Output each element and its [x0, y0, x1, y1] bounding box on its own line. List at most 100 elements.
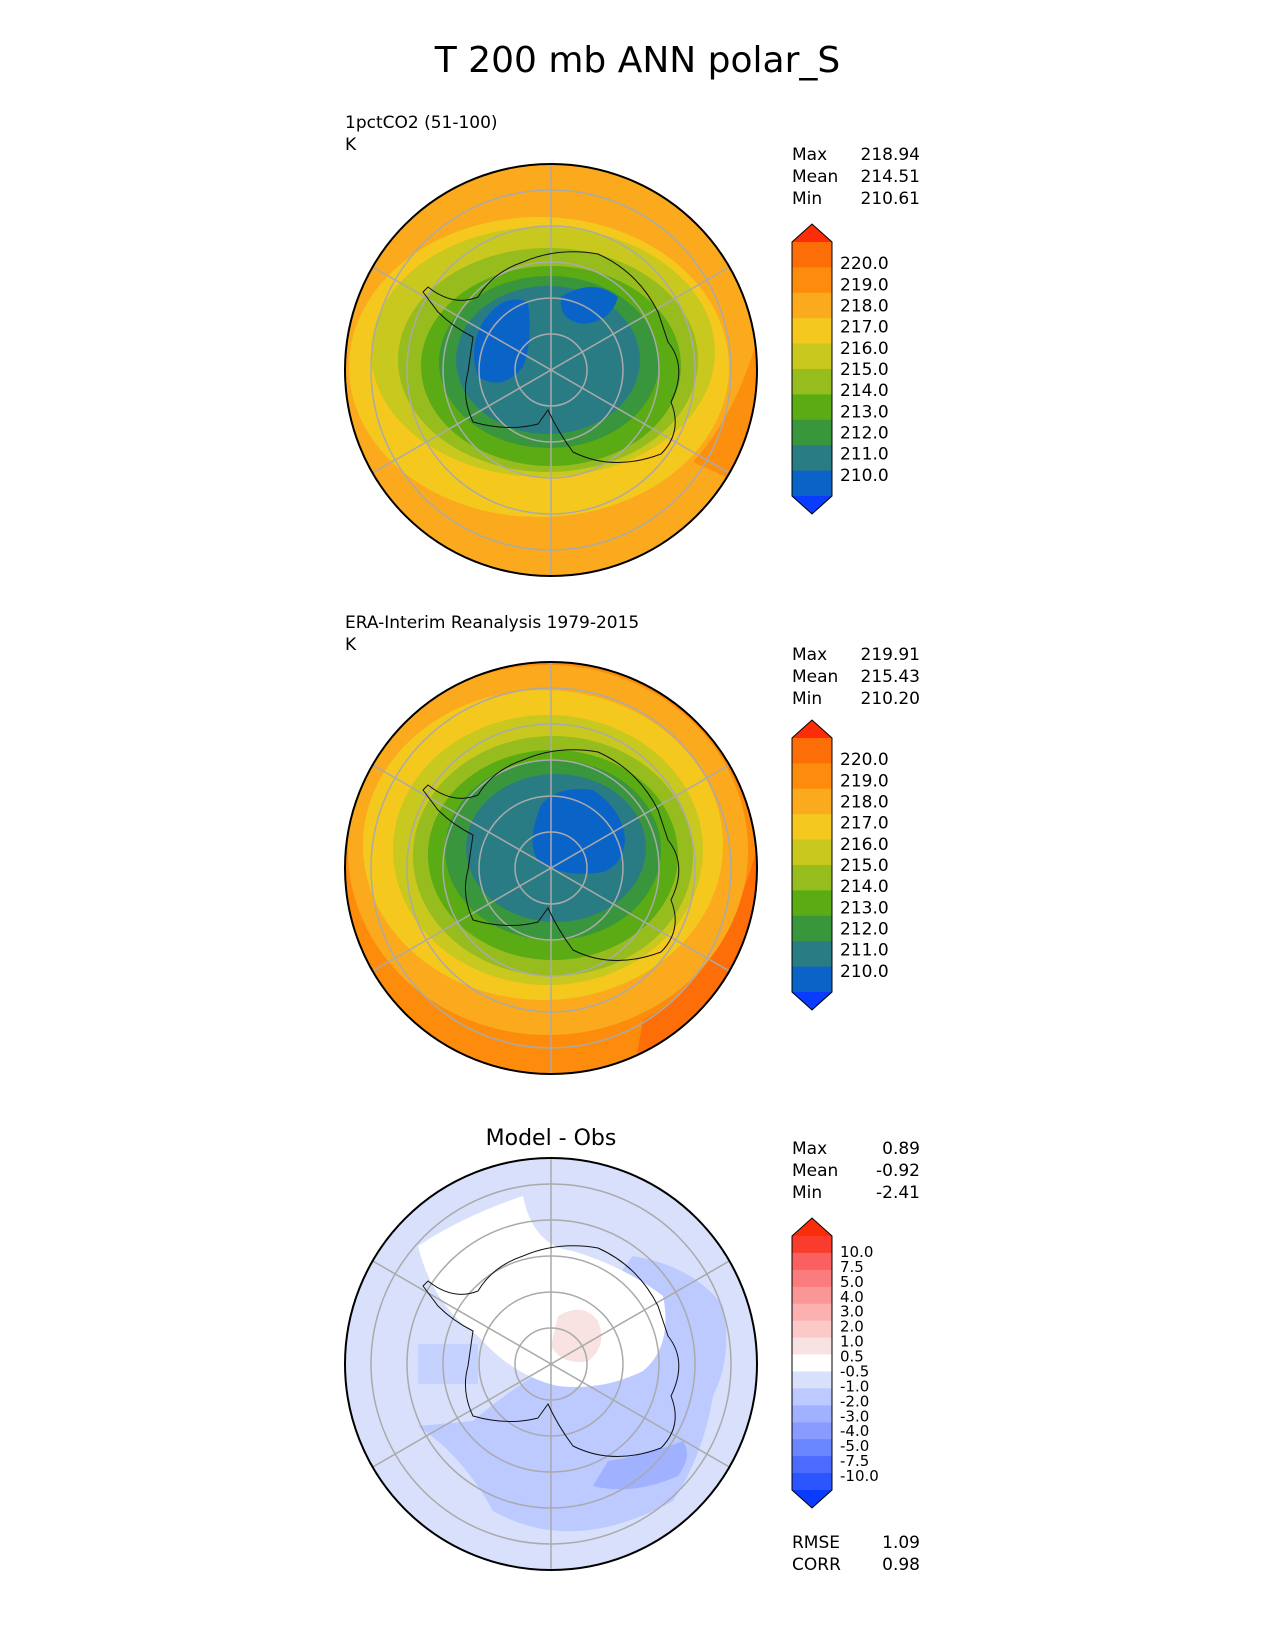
stat-label: Min — [792, 189, 823, 209]
colorbar-tick-label: 216.0 — [840, 835, 889, 855]
map-test — [344, 163, 758, 577]
colorbar-segment — [792, 1405, 832, 1423]
colorbar-segment — [792, 470, 832, 497]
colorbar-tick-label: 220.0 — [840, 254, 889, 274]
colorbar-tick-label: 210.0 — [840, 466, 889, 486]
stat-value: -2.41 — [876, 1183, 920, 1203]
colorbar-tick-label: 211.0 — [840, 941, 889, 961]
colorbar-tick-label: 7.5 — [840, 1258, 864, 1276]
colorbar-difference: 10.07.55.04.03.02.01.00.5-0.5-1.0-2.0-3.… — [791, 1217, 879, 1509]
colorbar-segment — [792, 966, 832, 993]
stat-label: Mean — [792, 667, 839, 687]
antarctica-coastline — [422, 251, 680, 463]
colorbar-extension-max — [792, 224, 832, 242]
stat-label: Min — [792, 689, 823, 709]
colorbar-segment — [792, 394, 832, 421]
colorbar-segment — [792, 267, 832, 294]
colorbar-tick-label: -2.0 — [840, 1392, 869, 1410]
colorbar-segment — [792, 1303, 832, 1322]
stat-label: Min — [792, 1183, 823, 1203]
map-ref — [344, 661, 758, 1075]
stat-value: 215.43 — [860, 667, 920, 687]
colorbar-tick-label: 218.0 — [840, 297, 889, 317]
colorbar-tick-label: -3.0 — [840, 1407, 869, 1425]
colorbar-tick-label: 217.0 — [840, 814, 889, 834]
map-diff-boundary — [344, 1157, 758, 1571]
colorbar-tick-label: 219.0 — [840, 275, 889, 295]
colorbar-tick-label: 215.0 — [840, 360, 889, 380]
stat-value: -0.92 — [876, 1161, 920, 1181]
colorbar-tick-label: 2.0 — [840, 1318, 864, 1336]
colorbar-segment — [792, 242, 832, 268]
metric-label: RMSE — [792, 1533, 841, 1553]
colorbar-segment — [792, 343, 832, 370]
stat-label: Max — [792, 145, 828, 165]
stat-label: Max — [792, 1139, 828, 1159]
colorbar-segment — [792, 1439, 832, 1457]
metric-value: 1.09 — [882, 1533, 920, 1553]
colorbar-segment — [792, 915, 832, 942]
colorbar-tick-label: -1.0 — [840, 1377, 869, 1395]
colorbar-segment — [792, 814, 832, 841]
colorbar-tick-label: 1.0 — [840, 1333, 864, 1351]
colorbar-segment — [792, 890, 832, 917]
colorbar-segment — [792, 369, 832, 395]
stat-value: 214.51 — [860, 167, 920, 187]
colorbar-segment — [792, 1269, 832, 1288]
colorbar-tick-label: 219.0 — [840, 771, 889, 791]
colorbar-tick-label: 213.0 — [840, 898, 889, 918]
colorbar-tick-label: 215.0 — [840, 856, 889, 876]
colorbar-tick-label: -0.5 — [840, 1362, 869, 1380]
colorbar-tick-label: -5.0 — [840, 1437, 869, 1455]
colorbar-tick-label: 0.5 — [840, 1348, 864, 1366]
panel-diff-title: Model - Obs — [485, 1126, 617, 1151]
panel-test-stats: Max 218.94 Mean 214.51 Min 210.61 — [792, 144, 920, 210]
colorbar-segment — [792, 1422, 832, 1440]
colorbar-outline — [791, 719, 833, 1011]
colorbar-segment — [792, 1371, 832, 1389]
colorbar-extension-min — [792, 496, 832, 514]
colorbar-segment — [792, 1286, 832, 1305]
panel-diff-stats: Max 0.89 Mean -0.92 Min -2.41 — [792, 1138, 920, 1204]
colorbar-tick-label: 211.0 — [840, 445, 889, 465]
colorbar-temperature-1: 220.0219.0218.0217.0216.0215.0214.0213.0… — [791, 223, 889, 515]
stat-value: 210.20 — [860, 689, 920, 709]
colorbar-tick-label: 4.0 — [840, 1288, 864, 1306]
metric-label: CORR — [792, 1555, 841, 1575]
map-ref-boundary — [344, 661, 758, 1075]
panel-test-units: K — [345, 135, 357, 155]
figure-title: T 200 mb ANN polar_S — [434, 40, 841, 81]
colorbar-segment — [792, 1456, 832, 1474]
colorbar-extension-min — [792, 1490, 832, 1508]
stat-label: Mean — [792, 167, 839, 187]
map-test-boundary — [344, 163, 758, 577]
colorbar-segment — [792, 763, 832, 790]
stat-label: Max — [792, 645, 828, 665]
colorbar-segment — [792, 445, 832, 472]
colorbar-tick-label: 212.0 — [840, 920, 889, 940]
colorbar-segment — [792, 1354, 832, 1372]
panel-ref-stats: Max 219.91 Mean 215.43 Min 210.20 — [792, 644, 920, 710]
colorbar-tick-label: 218.0 — [840, 793, 889, 813]
colorbar-tick-label: -7.5 — [840, 1452, 869, 1470]
map-test-graticule — [370, 164, 732, 576]
metric-value: 0.98 — [882, 1555, 920, 1575]
panel-test-name: 1pctCO2 (51-100) — [345, 113, 498, 133]
colorbar-segment — [792, 865, 832, 891]
colorbar-outline — [791, 1217, 833, 1509]
colorbar-segment — [792, 738, 832, 764]
colorbar-tick-label: 212.0 — [840, 424, 889, 444]
colorbar-segment — [792, 839, 832, 866]
stat-value: 218.94 — [860, 145, 920, 165]
colorbar-tick-label: 5.0 — [840, 1273, 864, 1291]
colorbar-segment — [792, 419, 832, 446]
colorbar-extension-max — [792, 1218, 832, 1236]
colorbar-tick-label: 217.0 — [840, 318, 889, 338]
antarctica-coastline — [422, 1245, 680, 1457]
colorbar-tick-label: 10.0 — [840, 1243, 873, 1261]
colorbar-segment — [792, 292, 832, 319]
stat-value: 219.91 — [860, 645, 920, 665]
colorbar-segment — [792, 1252, 832, 1271]
panel-diff-metrics: RMSE 1.09 CORR 0.98 — [792, 1532, 920, 1576]
colorbar-tick-label: -10.0 — [840, 1467, 879, 1485]
